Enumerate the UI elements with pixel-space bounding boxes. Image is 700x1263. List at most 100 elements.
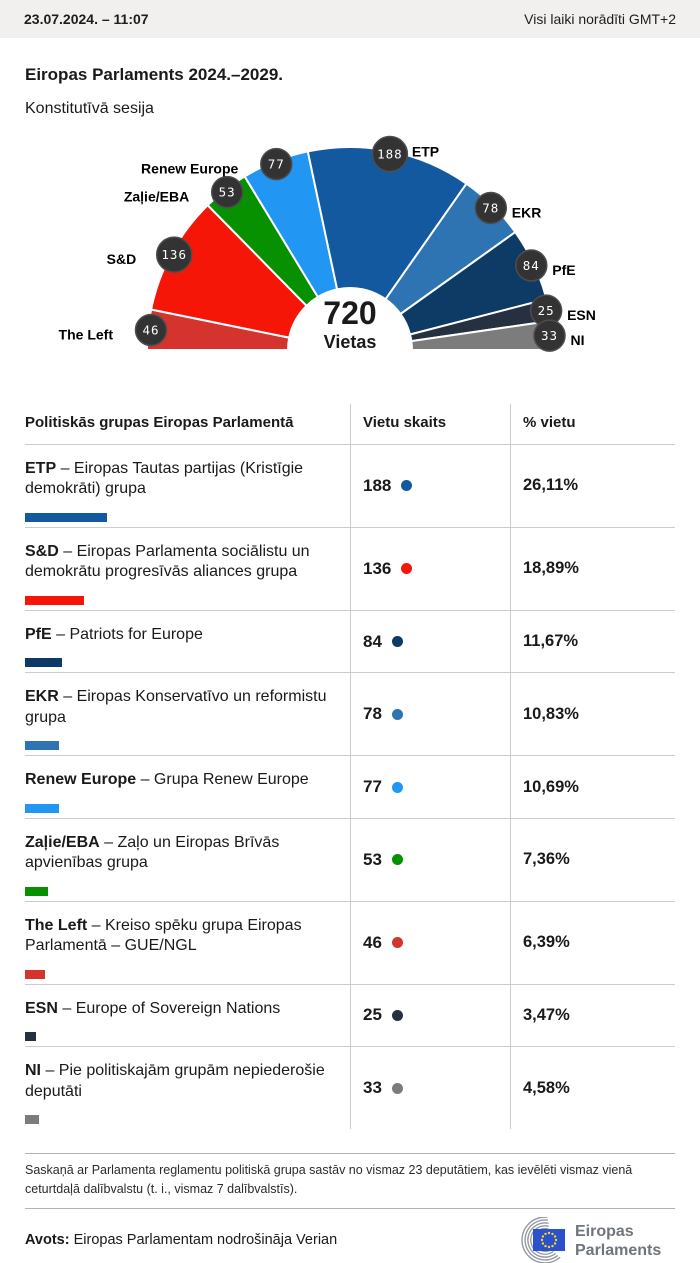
eu-star <box>544 1232 547 1235</box>
seats-cell: 33 <box>350 1047 510 1130</box>
group-color-dot <box>391 1009 403 1021</box>
seat-badge-value-ni: 33 <box>541 328 558 343</box>
seat-share-bar <box>25 803 59 813</box>
seats-cell: 84 <box>350 610 510 673</box>
topbar: 23.07.2024. – 11:07 Visi laiki norādīti … <box>0 0 700 38</box>
seat-badge-value-esn: 25 <box>538 303 555 318</box>
group-name-cell: The Left – Kreiso spēku grupa Eiropas Pa… <box>25 902 350 984</box>
seat-badge-value-s-d: 136 <box>161 247 187 262</box>
group-label-za-ie-eba: Zaļie/EBA <box>124 189 189 205</box>
group-name: PfE – Patriots for Europe <box>25 625 328 645</box>
seat-badge-value-ekr: 78 <box>482 200 499 215</box>
group-name-cell: NI – Pie politiskajām grupām nepiederoši… <box>25 1047 350 1129</box>
group-name: S&D – Eiropas Parlamenta sociālistu un d… <box>25 542 328 583</box>
seat-share-bar <box>25 969 46 979</box>
page-title: Eiropas Parlaments 2024.–2029. <box>25 65 283 84</box>
eu-star <box>553 1234 557 1238</box>
group-label-the-left: The Left <box>59 327 114 343</box>
group-name: The Left – Kreiso spēku grupa Eiropas Pa… <box>25 916 328 957</box>
seats-cell: 25 <box>350 984 510 1047</box>
table-row-esn: ESN – Europe of Sovereign Nations 25 3,47% <box>25 983 675 1047</box>
group-full-name: – Patriots for Europe <box>51 625 203 643</box>
eu-star <box>551 1244 554 1247</box>
percent-value: 26,11% <box>523 476 579 495</box>
seat-share-bar <box>25 741 59 751</box>
seat-share-bar <box>25 595 85 605</box>
seat-badge-value-renew-europe: 77 <box>268 156 285 171</box>
group-full-name: – Europe of Sovereign Nations <box>57 999 281 1017</box>
seats-cell: 77 <box>350 756 510 818</box>
group-color-dot <box>391 1082 403 1094</box>
table-row-the-left: The Left – Kreiso spēku grupa Eiropas Pa… <box>25 900 675 984</box>
column-header-seats: Vietu skaits <box>350 404 510 444</box>
group-color-dot <box>401 563 413 575</box>
group-label-ekr: EKR <box>512 205 542 221</box>
logo-text-line1: Eiropas <box>575 1223 634 1240</box>
seats-value: 33 <box>363 1078 382 1098</box>
seats-value: 78 <box>363 704 382 724</box>
timezone-note: Visi laiki norādīti GMT+2 <box>524 11 676 27</box>
table-body: ETP – Eiropas Tautas partijas (Kristīgie… <box>25 444 675 1130</box>
percent-value: 11,67% <box>523 632 579 651</box>
percent-cell: 26,11% <box>510 445 675 527</box>
eu-star <box>547 1245 551 1248</box>
source-label: Avots: <box>25 1231 70 1248</box>
seat-share-bar <box>25 1032 36 1042</box>
group-color-dot <box>391 937 403 949</box>
seat-share-bar <box>25 1115 40 1125</box>
group-name-cell: PfE – Patriots for Europe <box>25 611 350 672</box>
seats-cell: 53 <box>350 818 510 901</box>
seat-badge-value-etp: 188 <box>377 146 403 161</box>
group-abbr: ESN <box>25 999 58 1017</box>
eu-star <box>551 1232 554 1235</box>
group-abbr: NI <box>25 1062 41 1080</box>
group-color-dot <box>391 781 403 793</box>
percent-cell: 18,89% <box>510 527 675 610</box>
logo-text-line2: Parlaments <box>575 1242 661 1259</box>
eu-star <box>540 1238 544 1241</box>
seat-share-bar <box>25 658 62 668</box>
total-seats-label: Vietas <box>324 332 377 352</box>
group-full-name: – Eiropas Parlamenta sociālistu un demok… <box>25 542 310 581</box>
group-abbr: The Left <box>25 916 88 934</box>
eu-star <box>547 1231 551 1234</box>
group-color-dot <box>391 636 403 648</box>
source-text: Avots: Eiropas Parlamentam nodrošināja V… <box>25 1232 337 1248</box>
table-row-ni: NI – Pie politiskajām grupām nepiederoši… <box>25 1046 675 1130</box>
group-name-cell: EKR – Eiropas Konservatīvo un reformistu… <box>25 673 350 755</box>
percent-cell: 10,69% <box>510 756 675 818</box>
percent-value: 18,89% <box>523 559 579 578</box>
group-label-renew-europe: Renew Europe <box>141 161 238 177</box>
group-name: ETP – Eiropas Tautas partijas (Kristīgie… <box>25 459 328 500</box>
footnote: Saskaņā ar Parlamenta reglamentu politis… <box>25 1153 675 1209</box>
group-full-name: – Grupa Renew Europe <box>136 771 309 789</box>
group-abbr: S&D <box>25 542 59 560</box>
seat-share-bar <box>25 886 49 896</box>
european-parliament-logo: Eiropas Parlaments <box>521 1216 661 1263</box>
group-name: Renew Europe – Grupa Renew Europe <box>25 770 328 790</box>
group-name-cell: ETP – Eiropas Tautas partijas (Kristīgie… <box>25 445 350 527</box>
percent-cell: 6,39% <box>510 901 675 984</box>
page-subtitle: Konstitutīvā sesija <box>25 100 154 117</box>
group-name: ESN – Europe of Sovereign Nations <box>25 999 328 1019</box>
eu-flag-icon <box>533 1228 565 1251</box>
percent-value: 10,69% <box>523 777 579 796</box>
hemicycle-badges: 46 The Left 136 S&D 53 Zaļie/EBA 77 Renew Europ… <box>59 135 596 352</box>
percent-cell: 3,47% <box>510 984 675 1047</box>
group-name: Zaļie/EBA – Zaļo un Eiropas Brīvās apvie… <box>25 833 328 874</box>
seat-badge-pfe <box>515 249 548 282</box>
hemicycle-chart: 46 The Left 136 S&D 53 Zaļie/EBA 77 Renew Europ… <box>59 135 596 352</box>
source-row: Avots: Eiropas Parlamentam nodrošināja V… <box>25 1216 675 1263</box>
table-row-renew-europe: Renew Europe – Grupa Renew Europe 77 10,69… <box>25 755 675 818</box>
seats-value: 84 <box>363 631 382 651</box>
table-row-s-d: S&D – Eiropas Parlamenta sociālistu un d… <box>25 526 675 610</box>
seat-badge-renew-europe <box>260 147 293 181</box>
seat-badge-ekr <box>474 191 508 225</box>
group-label-ni: NI <box>571 332 585 348</box>
group-name: NI – Pie politiskajām grupām nepiederoši… <box>25 1061 328 1102</box>
date-time: 23.07.2024. – 11:07 <box>24 11 149 27</box>
logo-arc <box>530 1224 554 1255</box>
group-name-cell: Zaļie/EBA – Zaļo un Eiropas Brīvās apvie… <box>25 819 350 901</box>
group-color-dot <box>391 708 403 720</box>
group-name: EKR – Eiropas Konservatīvo un reformistu… <box>25 687 328 728</box>
